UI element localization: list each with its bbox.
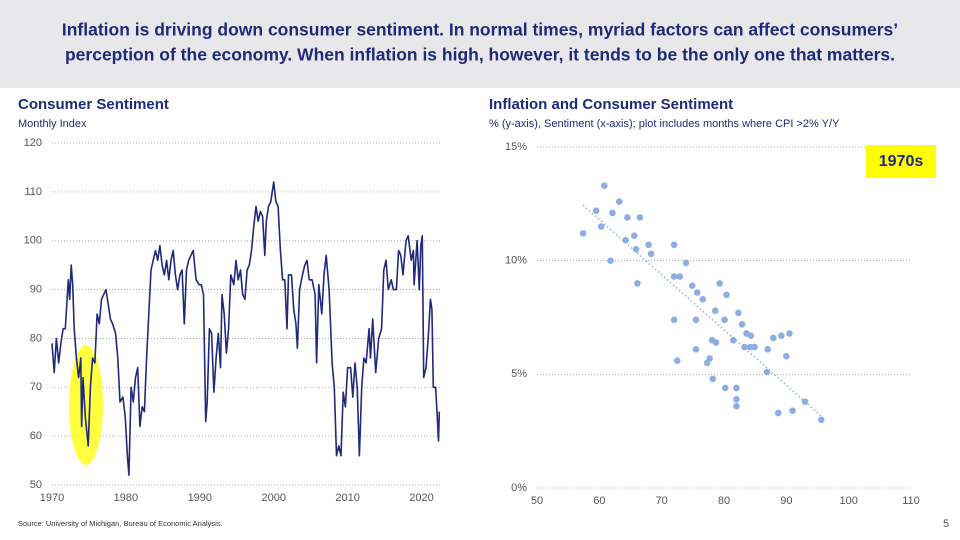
scatter-point xyxy=(801,398,809,405)
chart-subtitle: Monthly Index xyxy=(18,118,87,130)
scatter-point xyxy=(647,250,655,258)
scatter-point xyxy=(711,307,719,314)
annotation-box xyxy=(866,145,936,178)
scatter-point xyxy=(688,282,696,289)
x-tick-label: 60 xyxy=(593,495,605,507)
x-tick-label: 1980 xyxy=(114,492,138,504)
scatter-point xyxy=(783,352,790,360)
scatter-point xyxy=(763,368,771,376)
y-tick-label: 80 xyxy=(30,332,42,344)
header-line: Inflation is driving down consumer senti… xyxy=(62,20,898,40)
scatter-point xyxy=(634,280,641,287)
scatter-point xyxy=(692,316,700,324)
x-tick-label: 2000 xyxy=(261,492,285,504)
y-tick-label: 15% xyxy=(505,141,527,153)
x-tick-label: 90 xyxy=(780,495,792,507)
scatter-point xyxy=(597,223,605,230)
page-number: 5 xyxy=(943,518,949,530)
y-tick-label: 5% xyxy=(511,368,527,380)
x-tick-label: 2020 xyxy=(409,492,433,504)
scatter-point xyxy=(769,334,777,342)
scatter-point xyxy=(706,355,713,362)
chart-subtitle: % (y-axis), Sentiment (x-axis); plot inc… xyxy=(489,118,840,130)
scatter-point xyxy=(735,309,742,317)
y-tick-label: 110 xyxy=(24,186,42,198)
scatter-point xyxy=(730,336,737,344)
scatter-point xyxy=(693,289,701,296)
sentiment-line xyxy=(51,181,441,476)
header-band xyxy=(0,0,960,88)
chart-title: Consumer Sentiment xyxy=(18,96,169,113)
scatter-point xyxy=(733,384,740,392)
scatter-point xyxy=(699,296,707,303)
scatter-point xyxy=(712,339,720,346)
x-tick-label: 70 xyxy=(656,495,668,507)
trend-line xyxy=(582,204,822,417)
scatter-point xyxy=(721,316,728,324)
scatter-point xyxy=(609,209,616,217)
scatter-point xyxy=(601,182,608,189)
scatter-point xyxy=(733,396,740,403)
scatter-point xyxy=(645,241,652,249)
highlight xyxy=(69,345,103,465)
scatter-point xyxy=(615,198,623,205)
scatter-point xyxy=(738,321,746,328)
x-tick-label: 2010 xyxy=(335,492,359,504)
scatter-point xyxy=(682,259,690,267)
y-tick-label: 70 xyxy=(30,381,42,393)
scatter-point xyxy=(636,214,644,221)
scatter-point xyxy=(676,273,684,280)
x-tick-label: 80 xyxy=(718,495,730,507)
x-tick-label: 1990 xyxy=(188,492,212,504)
scatter-point xyxy=(789,407,796,415)
scatter-point xyxy=(632,246,640,253)
scatter-point xyxy=(778,332,785,339)
scatter-point xyxy=(723,291,730,299)
scatter-point xyxy=(670,316,678,324)
scatter-point xyxy=(716,280,723,287)
x-tick-label: 110 xyxy=(902,495,920,507)
scatter-point xyxy=(670,273,678,280)
scatter-point xyxy=(733,402,740,410)
scatter-point xyxy=(751,343,758,351)
scatter-point xyxy=(774,409,782,417)
scatter-point xyxy=(624,214,631,221)
x-tick-label: 50 xyxy=(531,495,543,507)
y-tick-label: 90 xyxy=(30,283,42,295)
y-tick-label: 60 xyxy=(30,430,42,442)
scatter-point xyxy=(817,416,825,424)
chart-title: Inflation and Consumer Sentiment xyxy=(489,96,733,113)
scatter-point xyxy=(579,230,587,237)
scatter-point xyxy=(630,232,638,239)
x-tick-label: 100 xyxy=(839,495,857,507)
header-line: perception of the economy. When inflatio… xyxy=(65,45,895,65)
scatter-point xyxy=(747,332,755,339)
scatter-point xyxy=(673,357,681,364)
scatter-point xyxy=(692,346,700,353)
source: Source: University of Michigan, Bureau o… xyxy=(18,519,223,528)
scatter-point xyxy=(709,375,717,383)
scatter-point xyxy=(786,330,793,337)
scatter-point xyxy=(721,384,729,392)
y-tick-label: 0% xyxy=(511,482,527,494)
x-tick-label: 1970 xyxy=(40,492,64,504)
scatter-point xyxy=(670,241,678,249)
scatter-point xyxy=(741,343,748,351)
y-tick-label: 120 xyxy=(24,137,42,149)
scatter-point xyxy=(607,257,614,264)
y-tick-label: 10% xyxy=(505,255,527,267)
scatter-point xyxy=(592,207,600,214)
scatter-point xyxy=(764,346,771,353)
y-tick-label: 100 xyxy=(24,235,42,247)
y-tick-label: 50 xyxy=(30,479,42,491)
annotation: 1970s xyxy=(879,153,924,170)
scatter-point xyxy=(622,236,629,244)
